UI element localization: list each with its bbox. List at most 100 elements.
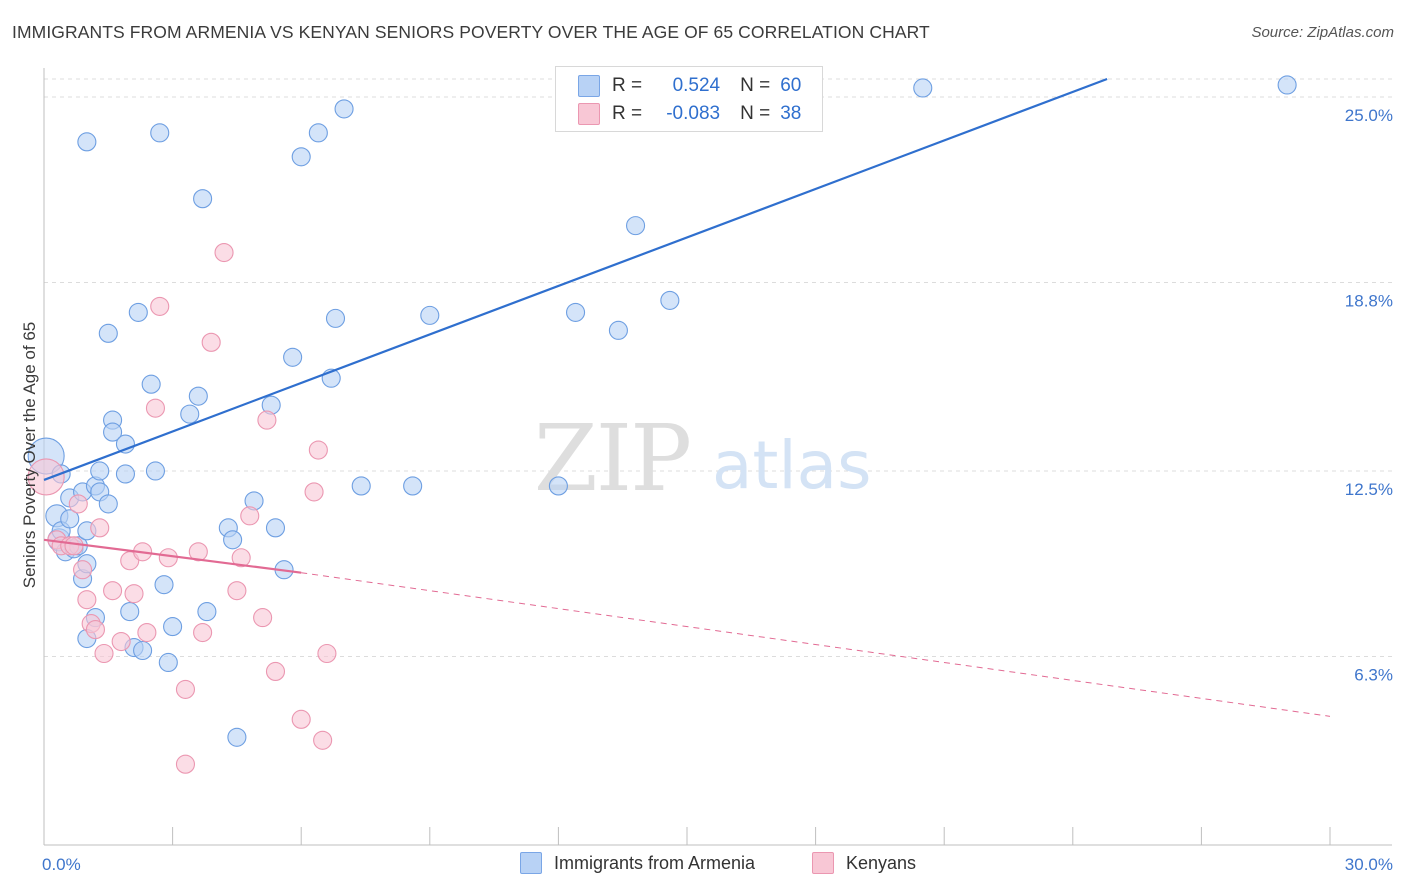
kenyans-point [94,643,114,664]
kenyans-point [231,548,251,568]
kenyans-n-value: 38 [780,103,802,124]
armenia-trend-line [43,77,1108,481]
armenia-point [334,99,354,119]
kenyans-point [90,518,110,538]
kenyans-point [201,332,221,352]
kenyans-point [111,631,131,652]
armenia-point [351,476,371,496]
armenia-point [325,308,346,328]
armenia-point [154,575,174,595]
armenia-point [197,602,217,622]
kenyans-trend-line-extension [301,572,1331,717]
armenia-point [145,461,166,481]
kenyans-point [175,754,196,774]
armenia-point [223,530,243,550]
kenyans-point [137,623,157,643]
kenyans-point [265,661,286,682]
kenyans-point [253,608,273,628]
legend-item-armenia[interactable]: Immigrants from Armenia [520,852,755,874]
armenia-point [90,461,110,481]
y-axis-label: Seniors Poverty Over the Age of 65 [20,321,39,589]
armenia-point [1277,75,1297,95]
kenyans-point [64,536,84,556]
kenyans-point [313,730,333,750]
kenyans-trend-line [43,538,302,574]
armenia-point [128,302,148,322]
armenia-point [163,617,183,637]
armenia-point [188,386,208,406]
armenia-point [420,305,440,325]
kenyans-point [227,581,247,601]
watermark-zip: ZIP [534,405,690,512]
armenia-point [115,464,135,484]
n-label: N = [740,75,771,96]
kenyans-point [124,584,144,604]
series-legend: Immigrants from Armenia Kenyans [0,852,1406,878]
armenia-point [193,189,213,209]
armenia-point [133,640,153,661]
armenia-legend-label: Immigrants from Armenia [554,852,756,873]
armenia-point [103,422,123,442]
legend-item-kenyans[interactable]: Kenyans [812,852,916,874]
armenia-point [180,404,200,424]
kenyans-point [85,620,105,640]
kenyans-point [317,643,337,664]
armenia-point [548,476,568,496]
kenyans-point [77,590,97,610]
armenia-point [77,132,97,152]
n-label: N = [740,103,771,124]
kenyans-legend-label: Kenyans [846,852,917,873]
y-tick-label: 25.0% [1345,106,1393,125]
kenyans-point [188,542,208,562]
kenyans-point [193,623,213,643]
armenia-point [565,302,586,322]
y-tick-label: 18.8% [1345,291,1393,310]
armenia-point [608,320,628,340]
y-tick-label: 12.5% [1345,480,1393,499]
kenyans-point [68,494,88,514]
armenia-point [283,347,303,367]
kenyans-point [73,560,93,580]
armenia-point [227,727,247,747]
armenia-legend-swatch [520,852,542,874]
kenyans-point [308,440,328,460]
armenia-point [913,78,933,98]
y-tick-label: 6.3% [1354,665,1393,684]
armenia-point [158,652,178,673]
kenyans-point [304,482,324,502]
kenyans-point [103,581,123,601]
kenyans-point [158,548,178,568]
armenia-point [150,123,170,143]
armenia-point [308,123,328,143]
armenia-point [626,216,646,236]
armenia-point [98,494,118,514]
armenia-point [403,476,423,496]
armenia-n-value: 60 [780,75,802,96]
stats-legend-row-kenyans: R = -0.083 N = 38 [556,101,801,127]
kenyans-swatch [578,103,600,125]
kenyans-point [145,398,166,418]
chart-title: IMMIGRANTS FROM ARMENIA VS KENYAN SENIOR… [12,22,930,42]
kenyans-r-value: -0.083 [666,103,721,124]
x-tick-label: 0.0% [42,855,81,874]
armenia-r-value: 0.524 [672,75,721,96]
armenia-point [141,374,161,394]
armenia-point [120,602,140,622]
stats-legend: R = 0.524 N = 60 R = -0.083 N = 38 [555,66,823,132]
armenia-swatch [578,75,600,97]
armenia-point [98,323,118,343]
r-label: R = [612,75,643,96]
kenyans-legend-swatch [812,852,834,874]
stats-legend-row-armenia: R = 0.524 N = 60 [556,73,801,99]
armenia-point [660,290,680,310]
kenyans-point [291,709,311,729]
armenia-point [291,147,311,167]
source-credit: Source: ZipAtlas.com [1251,24,1394,41]
kenyans-point [240,506,260,526]
armenia-point [60,509,80,529]
armenia-point [265,518,286,538]
kenyans-point [175,679,196,699]
kenyans-point [214,242,234,263]
r-label: R = [612,103,643,124]
